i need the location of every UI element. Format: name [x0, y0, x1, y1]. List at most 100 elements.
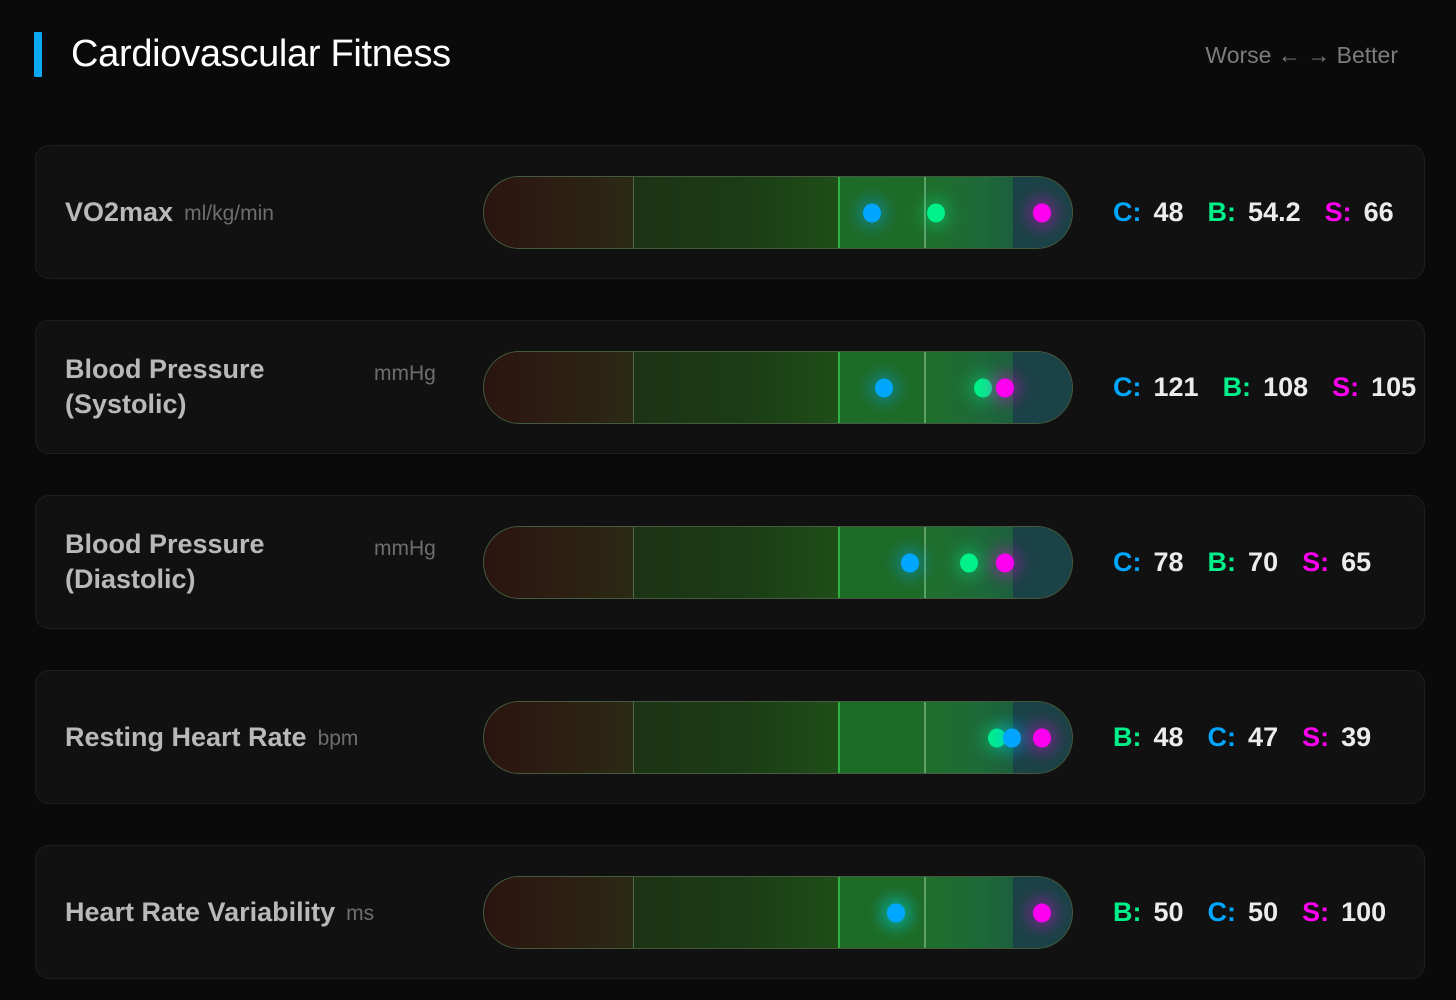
series-key: S: [1324, 196, 1352, 227]
series-key: C: [1113, 371, 1142, 402]
series-key: B: [1113, 721, 1142, 752]
series-value: 54.2 [1248, 196, 1301, 227]
metric-name: Resting Heart Rate [65, 721, 307, 752]
value-b: B: 70 [1208, 547, 1279, 578]
metric-label: Blood Pressure (Diastolic) mmHg [65, 496, 436, 628]
marker-b[interactable] [988, 728, 1007, 747]
zone-fair [632, 702, 839, 773]
marker-c[interactable] [901, 553, 920, 572]
value-s: S: 100 [1302, 897, 1386, 928]
marker-s[interactable] [1033, 203, 1051, 222]
value-b: B: 50 [1113, 897, 1184, 928]
zone-good [837, 877, 927, 948]
series-value: 65 [1341, 546, 1372, 577]
series-key: S: [1302, 896, 1330, 927]
page-title: Cardiovascular Fitness [71, 33, 451, 75]
series-key: C: [1207, 721, 1237, 752]
metric-values: B: 50 C: 50 S: 100 [1113, 846, 1386, 978]
range-bar [483, 526, 1073, 599]
series-key: C: [1113, 196, 1142, 227]
zone-good [837, 177, 927, 248]
marker-c[interactable] [863, 203, 882, 222]
value-c: C: 48 [1113, 197, 1184, 228]
zone-fair [632, 877, 839, 948]
metric-unit: mmHg [374, 537, 436, 560]
value-s: S: 105 [1332, 372, 1416, 403]
metric-card-bp-diastolic: Blood Pressure (Diastolic) mmHg C: 78 B:… [35, 495, 1425, 629]
series-key: C: [1113, 546, 1142, 577]
metric-card-heart-rate-variability: Heart Rate Variability ms B: 50 C: 50 S:… [35, 845, 1425, 979]
metric-label: VO2max ml/kg/min [65, 146, 274, 278]
series-key: S: [1302, 546, 1330, 577]
header-accent-bar [34, 32, 42, 77]
zone-elite [1013, 527, 1072, 598]
value-c: C: 50 [1208, 897, 1279, 928]
series-value: 50 [1153, 896, 1184, 927]
series-value: 39 [1341, 721, 1372, 752]
zone-very-good [924, 877, 1016, 948]
series-key: B: [1207, 196, 1237, 227]
marker-s[interactable] [1033, 903, 1051, 922]
series-value: 47 [1248, 721, 1279, 752]
marker-c[interactable] [1003, 728, 1022, 747]
zone-poor [484, 352, 633, 423]
metric-name: Blood Pressure (Diastolic) [65, 529, 265, 594]
marker-b[interactable] [926, 203, 945, 222]
series-key: B: [1113, 896, 1142, 927]
metric-unit: ms [346, 901, 375, 925]
metric-unit: ml/kg/min [184, 201, 274, 225]
series-value: 48 [1153, 196, 1184, 227]
zone-poor [484, 527, 633, 598]
series-key: S: [1332, 371, 1360, 402]
metric-values: C: 78 B: 70 S: 65 [1113, 496, 1371, 628]
zone-fair [632, 527, 839, 598]
marker-b[interactable] [959, 553, 978, 572]
zone-good [837, 702, 927, 773]
metric-card-bp-systolic: Blood Pressure (Systolic) mmHg C: 121 B:… [35, 320, 1425, 454]
series-key: B: [1222, 371, 1252, 402]
metric-label: Blood Pressure (Systolic) mmHg [65, 321, 436, 453]
range-bar [483, 351, 1073, 424]
marker-c[interactable] [874, 378, 893, 397]
metric-card-vo2max: VO2max ml/kg/min C: 48 B: 54.2 S: 66 [35, 145, 1425, 279]
metric-name: VO2max [65, 196, 174, 227]
metric-values: C: 48 B: 54.2 S: 66 [1113, 146, 1394, 278]
value-c: C: 47 [1208, 722, 1279, 753]
series-key: B: [1207, 546, 1237, 577]
marker-s[interactable] [995, 553, 1014, 572]
series-key: S: [1302, 721, 1330, 752]
series-key: C: [1207, 896, 1237, 927]
range-bar [483, 176, 1073, 249]
metric-values: B: 48 C: 47 S: 39 [1113, 671, 1371, 803]
marker-c[interactable] [886, 903, 905, 922]
zone-poor [484, 702, 633, 773]
series-value: 70 [1248, 546, 1279, 577]
marker-b[interactable] [974, 378, 993, 397]
marker-s[interactable] [1033, 728, 1051, 747]
metric-card-resting-heart-rate: Resting Heart Rate bpm B: 48 C: 47 S: 39 [35, 670, 1425, 804]
zone-elite [1013, 352, 1072, 423]
metric-unit: bpm [317, 726, 359, 750]
metric-values: C: 121 B: 108 S: 105 [1113, 321, 1416, 453]
value-s: S: 65 [1302, 547, 1371, 578]
zone-fair [632, 352, 839, 423]
range-bar [483, 701, 1073, 774]
range-bar [483, 876, 1073, 949]
series-value: 66 [1363, 196, 1394, 227]
zone-fair [632, 177, 839, 248]
metric-unit: mmHg [374, 362, 436, 385]
value-s: S: 66 [1325, 197, 1394, 228]
value-b: B: 48 [1113, 722, 1184, 753]
marker-s[interactable] [995, 378, 1014, 397]
value-b: B: 54.2 [1208, 197, 1301, 228]
direction-legend: Worse ← → Better [1205, 42, 1398, 68]
metric-name: Heart Rate Variability [65, 896, 336, 927]
series-value: 121 [1153, 371, 1199, 402]
value-c: C: 121 [1113, 372, 1199, 403]
series-value: 100 [1341, 896, 1387, 927]
metric-label: Heart Rate Variability ms [65, 846, 374, 978]
value-c: C: 78 [1113, 547, 1184, 578]
value-s: S: 39 [1302, 722, 1371, 753]
series-value: 78 [1153, 546, 1184, 577]
zone-poor [484, 877, 633, 948]
